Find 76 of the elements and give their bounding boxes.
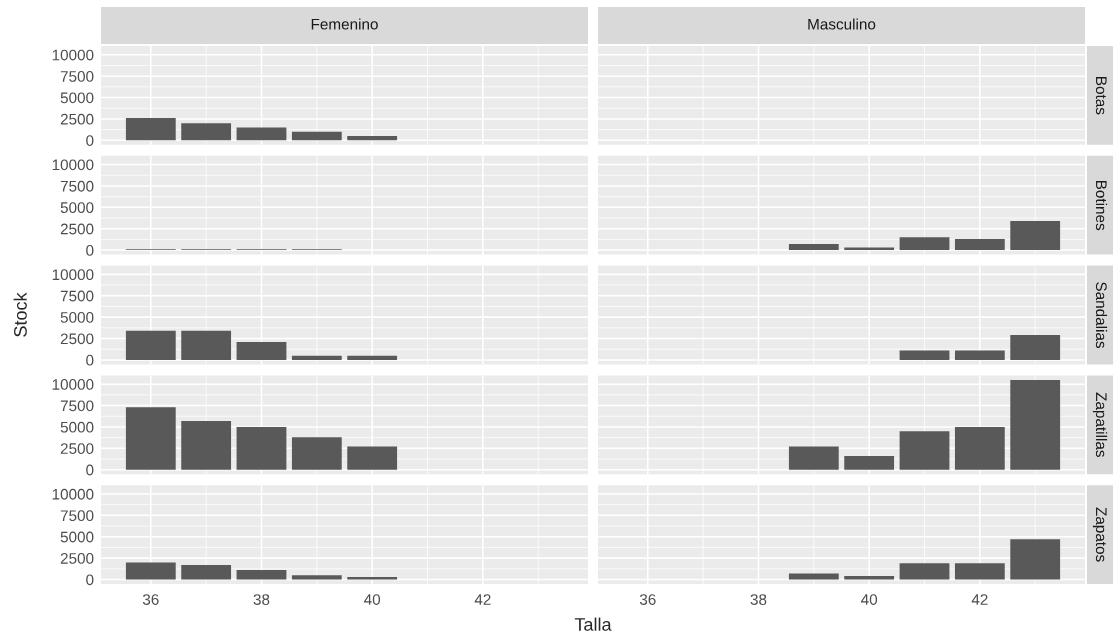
bar	[1010, 379, 1061, 470]
bar	[125, 330, 176, 360]
bar	[181, 564, 232, 580]
bar	[899, 237, 950, 251]
bar	[954, 563, 1005, 580]
bar	[954, 238, 1005, 251]
x-tick-label: 36	[142, 594, 159, 605]
y-tick-label: 10000	[52, 269, 94, 281]
y-tick-label: 2500	[60, 333, 94, 345]
y-tick-label: 2500	[60, 223, 94, 235]
y2-axis-title: Zapatillas	[1092, 392, 1108, 457]
bar	[347, 355, 398, 360]
bar	[181, 420, 232, 470]
y2-axis-title: Botas	[1095, 77, 1107, 115]
x-tick-label: 38	[750, 594, 767, 605]
bar	[291, 355, 342, 360]
y-tick-label: 0	[86, 574, 94, 586]
bar	[788, 573, 839, 580]
y-tick-label: 0	[86, 464, 94, 476]
chart-title: Masculino	[808, 18, 876, 30]
chart-title: Femenino	[311, 18, 378, 30]
bar	[347, 446, 398, 470]
y-tick-label: 10000	[52, 49, 94, 61]
y-tick-label: 0	[86, 244, 94, 256]
bar	[347, 576, 398, 580]
y2-axis-title: Botines	[1095, 180, 1108, 231]
bar	[236, 570, 287, 580]
y-tick-label: 5000	[60, 531, 94, 543]
y-tick-label: 5000	[60, 421, 94, 433]
x-axis-title: Talla	[574, 617, 612, 631]
bar	[1010, 221, 1061, 251]
y-tick-label: 2500	[60, 113, 94, 125]
bar	[236, 341, 287, 360]
bar	[291, 131, 342, 141]
y-tick-label: 7500	[60, 71, 94, 82]
y-axis-title: Stock	[13, 292, 27, 337]
bar	[347, 136, 398, 141]
y-tick-label: 7500	[60, 180, 94, 192]
x-tick-label: 42	[971, 594, 988, 605]
bar	[125, 562, 176, 580]
x-tick-label: 40	[861, 594, 878, 605]
bar	[899, 431, 950, 470]
bar	[1010, 539, 1061, 580]
bar	[291, 575, 342, 580]
x-tick-label: 40	[364, 594, 381, 605]
bar	[236, 127, 287, 141]
bar	[236, 426, 287, 470]
y-tick-label: 10000	[52, 488, 94, 500]
y-tick-label: 7500	[60, 510, 94, 522]
y-tick-label: 7500	[60, 400, 94, 412]
y-tick-label: 0	[86, 135, 94, 146]
y-tick-label: 5000	[60, 92, 94, 104]
y-tick-label: 2500	[60, 443, 94, 455]
bar	[788, 446, 839, 470]
y2-axis-title: Sandalias	[1095, 282, 1108, 348]
bar	[125, 407, 176, 470]
bar	[291, 437, 342, 470]
y2-axis-title: Zapatos	[1092, 507, 1107, 562]
y-tick-label: 7500	[60, 290, 94, 302]
bar	[181, 330, 232, 360]
bar	[844, 576, 895, 580]
bar	[181, 123, 232, 141]
y-tick-label: 0	[86, 354, 94, 366]
bar	[954, 426, 1005, 470]
y-tick-label: 5000	[60, 312, 94, 323]
x-tick-label: 38	[253, 594, 270, 605]
x-tick-label: 36	[639, 594, 656, 605]
bar	[788, 244, 839, 251]
y-tick-label: 5000	[60, 202, 94, 214]
x-tick-label: 42	[474, 594, 491, 605]
y-tick-label: 2500	[60, 552, 94, 564]
bar	[844, 456, 895, 470]
y-tick-label: 10000	[52, 379, 94, 390]
bar	[899, 563, 950, 580]
y-tick-label: 10000	[52, 159, 94, 171]
bar	[125, 118, 176, 141]
